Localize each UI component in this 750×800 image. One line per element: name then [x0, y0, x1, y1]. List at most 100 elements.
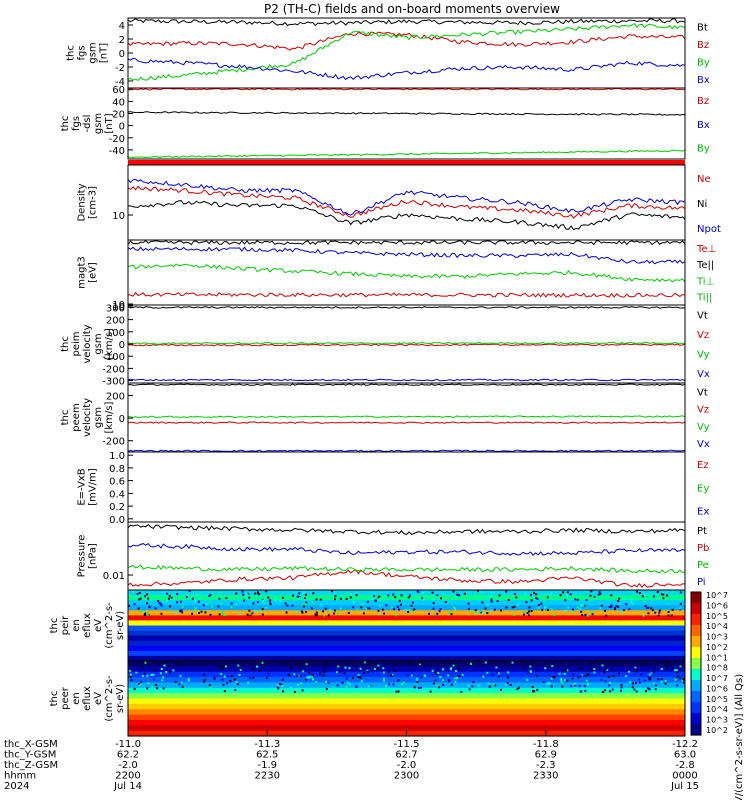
- spectrogram-speckle: [420, 666, 423, 669]
- spectrogram-speckle: [234, 603, 237, 606]
- spectrogram-speckle: [628, 670, 631, 673]
- spectrogram-speckle: [140, 609, 142, 612]
- spectrogram-speckle: [277, 684, 280, 687]
- spectrogram-band: [128, 625, 685, 632]
- spectrogram-speckle: [577, 606, 579, 609]
- spectrogram-band: [128, 640, 685, 647]
- spectrogram-speckle: [566, 679, 569, 682]
- spectrogram-speckle: [439, 688, 442, 691]
- spectrogram-speckle: [139, 684, 142, 686]
- spectrogram-speckle: [281, 596, 284, 599]
- spectrogram-speckle: [629, 681, 632, 684]
- spectrogram-speckle: [136, 593, 139, 595]
- spectrogram-speckle: [363, 596, 366, 599]
- spectrogram-speckle: [676, 671, 679, 673]
- spectrogram-speckle: [649, 593, 652, 596]
- panel-frame: [127, 17, 686, 89]
- spectrogram-speckle: [660, 678, 663, 681]
- spectrogram-speckle: [506, 688, 509, 691]
- spectrogram-speckle: [203, 680, 205, 683]
- spectrogram-speckle: [584, 613, 587, 616]
- spectrogram-speckle: [179, 674, 182, 677]
- spectrogram-speckle: [128, 604, 131, 607]
- spectrogram-speckle: [420, 686, 422, 689]
- spectrogram-speckle: [179, 600, 182, 603]
- spectrogram-speckle: [565, 662, 568, 665]
- spectrogram-speckle: [158, 690, 161, 693]
- spectrogram-speckle: [509, 684, 512, 686]
- spectrogram-speckle: [454, 677, 457, 680]
- spectrogram-speckle: [138, 683, 140, 686]
- spectrogram-speckle: [539, 661, 542, 664]
- spectrogram-speckle: [507, 599, 510, 601]
- spectrogram-speckle: [544, 667, 547, 670]
- spectrogram-band: [128, 605, 685, 611]
- spectrogram-speckle: [582, 604, 585, 607]
- spectrogram-speckle: [247, 681, 250, 684]
- spectrogram-speckle: [432, 607, 435, 610]
- spectrogram-speckle: [174, 681, 177, 683]
- spectrogram-speckle: [396, 605, 399, 608]
- spectrogram-speckle: [667, 614, 670, 617]
- legend-label-By: By: [697, 144, 710, 155]
- colorbar-tick-label: 10^3: [706, 633, 728, 642]
- spectrogram-speckle: [679, 677, 682, 680]
- spectrogram-speckle: [137, 661, 140, 664]
- spectrogram-speckle: [495, 666, 498, 669]
- spectrogram-speckle: [146, 674, 149, 677]
- spectrogram-speckle: [206, 596, 209, 599]
- ephem-cell: 62.5: [256, 750, 278, 761]
- spectrogram-speckle: [662, 597, 665, 600]
- spectrogram-speckle: [187, 679, 190, 682]
- series-line-Bx: [127, 111, 686, 116]
- spectrogram-speckle: [488, 685, 491, 688]
- spectrogram-speckle: [210, 662, 213, 665]
- spectrogram-speckle: [654, 611, 657, 614]
- ytick-label: 0.6: [109, 477, 125, 488]
- series-line-Bx: [127, 57, 686, 81]
- spectrogram-speckle: [559, 594, 562, 597]
- spectrogram-speckle: [181, 611, 184, 614]
- spectrogram-speckle: [334, 670, 337, 673]
- spectrogram-speckle: [570, 685, 573, 688]
- spectrogram-speckle: [304, 602, 307, 605]
- spectrogram-speckle: [593, 668, 596, 670]
- spectrogram-speckle: [383, 677, 385, 680]
- spectrogram-speckle: [215, 662, 218, 665]
- spectrogram-speckle: [578, 667, 581, 670]
- spectrogram-speckle: [491, 673, 494, 676]
- spectrogram-speckle: [179, 610, 182, 613]
- spectrogram-speckle: [306, 676, 309, 679]
- spectrogram-speckle: [274, 596, 277, 599]
- spectrogram-speckle: [256, 665, 259, 668]
- spectrogram-speckle: [418, 663, 421, 666]
- spectrogram-speckle: [269, 600, 271, 603]
- spectrogram-speckle: [185, 596, 188, 598]
- spectrogram-speckle: [658, 667, 661, 670]
- ylabel-line: sr-eV): [115, 611, 126, 640]
- spectrogram-speckle: [376, 667, 379, 670]
- spectrogram-speckle: [232, 663, 235, 666]
- spectrogram-speckle: [676, 669, 678, 672]
- spectrogram-speckle: [511, 606, 514, 609]
- spectrogram-speckle: [345, 685, 348, 688]
- spectrogram-speckle: [610, 594, 613, 597]
- spectrogram-speckle: [151, 686, 154, 689]
- spectrogram-speckle: [640, 673, 643, 676]
- spectrogram-speckle: [442, 688, 445, 691]
- spectrogram-speckle: [530, 610, 533, 612]
- spectrogram-speckle: [571, 610, 574, 613]
- spectrogram-speckle: [146, 602, 149, 605]
- spectrogram-speckle: [156, 687, 159, 690]
- spectrogram-speckle: [625, 675, 628, 678]
- spectrogram-speckle: [230, 605, 233, 608]
- spectrogram-speckle: [160, 604, 163, 607]
- spectrogram-speckle: [194, 607, 197, 610]
- ylabel-line: thc: [60, 116, 71, 132]
- spectrogram-speckle: [258, 670, 261, 673]
- ylabel-line: Density: [77, 183, 88, 221]
- spectrogram-speckle: [514, 593, 516, 596]
- spectrogram-speckle: [447, 598, 449, 601]
- spectrogram-speckle: [620, 689, 622, 692]
- spectrogram-speckle: [562, 591, 565, 594]
